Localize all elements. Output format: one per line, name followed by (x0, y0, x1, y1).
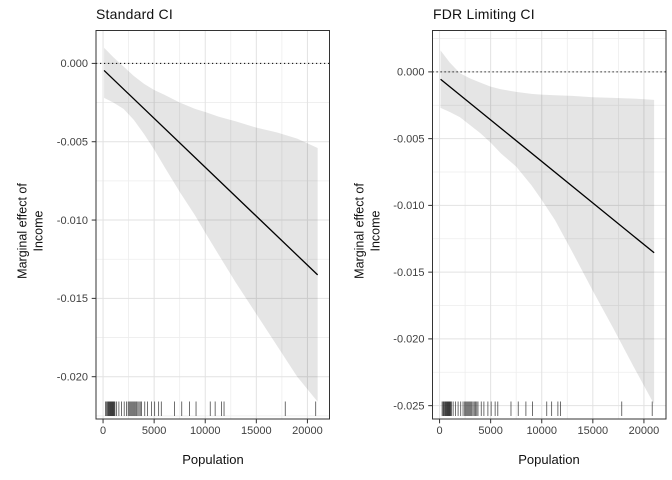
y-axis-title-left: Marginal effect of Income (15, 183, 46, 279)
y-axis-title-line2: Income (31, 210, 45, 252)
y-tick-label: -0.020 (57, 372, 88, 384)
y-tick-label: -0.005 (393, 133, 424, 145)
x-tick-label: 15000 (578, 425, 609, 437)
y-axis-title-line1: Marginal effect of (352, 183, 367, 279)
y-tick-label: -0.015 (393, 267, 424, 279)
panel-border (432, 30, 667, 420)
plot-title-standard-ci: Standard CI (96, 6, 173, 22)
y-axis-title-line1: Marginal effect of (15, 183, 30, 279)
panel-fdr: 0 5000 10000 15000 20000 0.000 -0.005 -0.010 -0.… (393, 30, 667, 437)
plot-title-fdr-limiting-ci: FDR Limiting CI (433, 6, 535, 22)
confidence-ribbon-fdr (440, 50, 655, 405)
y-tick-label: 0.000 (397, 67, 425, 79)
x-tick-label: 10000 (526, 425, 557, 437)
x-tick-label: 5000 (478, 425, 502, 437)
y-tick-label: -0.010 (393, 200, 424, 212)
panel-background (96, 30, 330, 419)
x-tick-label: 20000 (629, 425, 660, 437)
x-tick-label: 0 (436, 425, 442, 437)
x-tick-label: 15000 (241, 425, 272, 437)
y-tick-label: -0.005 (57, 137, 88, 149)
x-tick-label: 5000 (142, 425, 166, 437)
marginal-effect-line-fdr (440, 78, 655, 254)
x-axis-title-left: Population (182, 452, 244, 467)
rug-marks (105, 401, 317, 416)
y-tick-label: -0.020 (393, 334, 424, 346)
marginal-effect-line-standard (103, 69, 319, 276)
x-tick-label: 20000 (292, 425, 323, 437)
rug-marks (441, 401, 653, 416)
y-axis-title-right: Marginal effect of Income (352, 183, 383, 279)
confidence-ribbon-standard (104, 47, 318, 402)
y-tick-label: 0.000 (60, 58, 88, 70)
y-axis-title-line2: Income (368, 210, 382, 252)
panel-background (432, 30, 666, 419)
y-tick-label: -0.015 (57, 293, 88, 305)
panel-border (95, 30, 330, 420)
x-axis-title-right: Population (518, 452, 580, 467)
x-tick-label: 10000 (190, 425, 221, 437)
x-tick-label: 0 (100, 425, 106, 437)
panel-standard: 0 5000 10000 15000 20000 0.000 -0.005 -0.010 -0.… (57, 30, 330, 437)
y-tick-label: -0.025 (393, 400, 424, 412)
y-tick-label: -0.010 (57, 215, 88, 227)
